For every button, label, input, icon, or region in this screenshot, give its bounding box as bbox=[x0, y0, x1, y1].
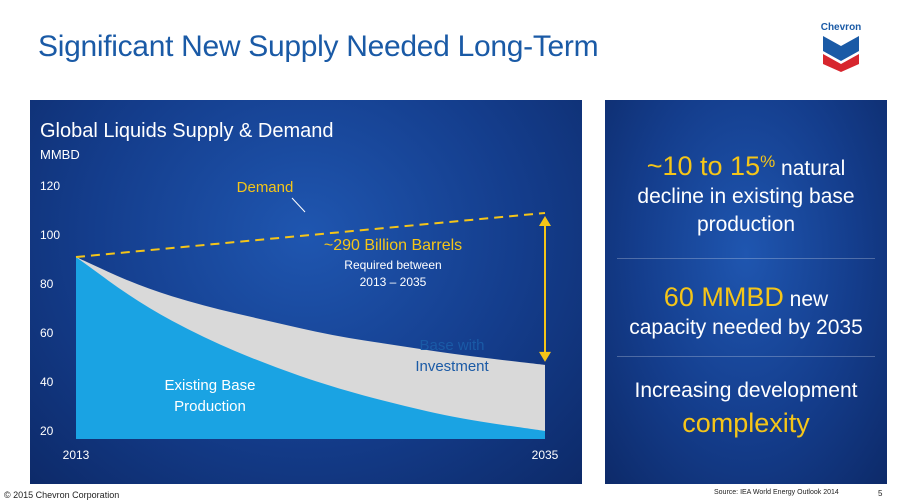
existing-base-production-area bbox=[76, 257, 545, 439]
gap-value-label: ~290 Billion Barrels bbox=[324, 237, 462, 254]
x-tick-label: 2013 bbox=[63, 448, 90, 462]
gap-arrow-head-top bbox=[539, 215, 551, 226]
y-tick-label: 80 bbox=[40, 277, 54, 291]
y-tick-label: 20 bbox=[40, 424, 54, 438]
decline-highlight: ~10 to 15 bbox=[646, 151, 761, 181]
demand-line bbox=[75, 211, 546, 259]
decline-text-line2: decline in existing base bbox=[637, 185, 855, 208]
info-panel: ~10 to 15% natural decline in existing b… bbox=[605, 100, 887, 484]
demand-leader-line bbox=[291, 197, 306, 213]
chart-title: Global Liquids Supply & Demand bbox=[40, 120, 334, 142]
logo-wordmark: Chevron bbox=[820, 22, 862, 33]
slide-title: Significant New Supply Needed Long-Term bbox=[38, 30, 599, 63]
page-number: 5 bbox=[878, 489, 883, 498]
capacity-highlight: 60 MMBD bbox=[663, 282, 784, 312]
y-tick-label: 120 bbox=[40, 179, 60, 193]
decline-text-tail: natural bbox=[775, 157, 846, 180]
info-divider bbox=[617, 258, 875, 259]
decline-text-line3: production bbox=[696, 213, 796, 236]
demand-label: Demand bbox=[237, 179, 294, 196]
complexity-text-line1: Increasing development bbox=[634, 379, 858, 402]
existing-base-label-2: Production bbox=[174, 398, 246, 415]
base-with-investment-label-2: Investment bbox=[415, 358, 489, 375]
x-tick-label: 2035 bbox=[532, 448, 559, 462]
capacity-callout: 60 MMBD new capacity needed by 2035 bbox=[605, 283, 887, 342]
complexity-callout: Increasing development complexity bbox=[605, 377, 887, 437]
capacity-text-line2: capacity needed by 2035 bbox=[629, 316, 863, 339]
y-tick-label: 100 bbox=[40, 228, 60, 242]
footer-copyright: © 2015 Chevron Corporation bbox=[4, 490, 120, 500]
liquids-chart: Global Liquids Supply & Demand MMBD 20 40… bbox=[40, 120, 559, 462]
gap-sub-label-1: Required between bbox=[344, 258, 441, 272]
decline-percent-sign: % bbox=[760, 152, 776, 171]
complexity-highlight: complexity bbox=[682, 408, 810, 438]
y-tick-label: 60 bbox=[40, 326, 54, 340]
capacity-text-tail: new bbox=[783, 288, 829, 311]
gap-sub-label-2: 2013 – 2035 bbox=[360, 275, 427, 289]
existing-base-label-1: Existing Base bbox=[165, 377, 256, 394]
info-divider bbox=[617, 356, 875, 357]
gap-arrow-head-bottom bbox=[539, 351, 551, 362]
chevron-shield-icon bbox=[823, 36, 859, 72]
footer-source: Source: IEA World Energy Outlook 2014 bbox=[714, 489, 839, 496]
base-with-investment-label-1: Base with bbox=[419, 337, 484, 354]
y-tick-label: 40 bbox=[40, 375, 54, 389]
y-axis-unit-label: MMBD bbox=[40, 147, 80, 162]
chart-panel: Global Liquids Supply & Demand MMBD 20 40… bbox=[30, 100, 582, 484]
chevron-logo: Chevron bbox=[818, 22, 864, 72]
decline-callout: ~10 to 15% natural decline in existing b… bbox=[605, 152, 887, 239]
